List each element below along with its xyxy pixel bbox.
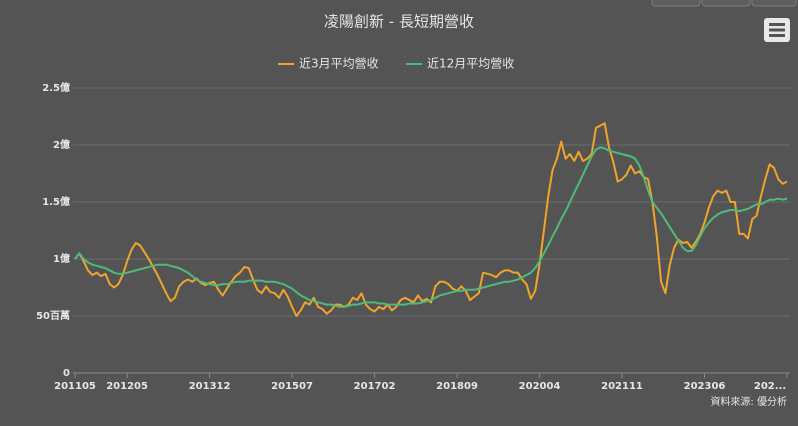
legend-label: 近12月平均營收 bbox=[427, 57, 514, 71]
x-tick-label: 202111 bbox=[601, 381, 643, 392]
tab-button[interactable] bbox=[751, 0, 797, 7]
y-tick-label: 2.5億 bbox=[42, 81, 70, 94]
y-tick-label: 50百萬 bbox=[36, 309, 70, 322]
series-line bbox=[74, 146, 788, 308]
series-line bbox=[74, 122, 788, 317]
chart-title: 凌陽創新 - 長短期營收 bbox=[324, 13, 474, 31]
x-tick-label: 201205 bbox=[106, 381, 148, 392]
tab-button[interactable] bbox=[651, 0, 701, 7]
menu-button[interactable] bbox=[764, 18, 790, 42]
menu-bar bbox=[769, 34, 785, 37]
legend-item[interactable]: 近12月平均營收 bbox=[406, 57, 514, 71]
y-tick-label: 0 bbox=[63, 368, 70, 379]
tab-button[interactable] bbox=[701, 0, 751, 7]
x-tick-label: 201312 bbox=[189, 381, 231, 392]
x-tick-label: 201105 bbox=[54, 381, 96, 392]
y-tick-label: 2億 bbox=[53, 138, 70, 151]
menu-bar bbox=[769, 23, 785, 26]
x-tick-label: 202004 bbox=[519, 381, 561, 392]
x-tick-label: 201702 bbox=[354, 381, 396, 392]
legend-item[interactable]: 近3月平均營收 bbox=[278, 57, 379, 71]
y-tick-label: 1.5億 bbox=[42, 195, 70, 208]
x-tick-label: 202... bbox=[754, 381, 786, 392]
x-tick-label: 201507 bbox=[271, 381, 313, 392]
x-tick-label: 202306 bbox=[684, 381, 726, 392]
legend-label: 近3月平均營收 bbox=[299, 57, 379, 71]
menu-bar bbox=[769, 28, 785, 32]
y-tick-label: 1億 bbox=[53, 252, 70, 265]
source-credit: 資料來源: 優分析 bbox=[710, 395, 787, 408]
x-tick-label: 201809 bbox=[436, 381, 478, 392]
